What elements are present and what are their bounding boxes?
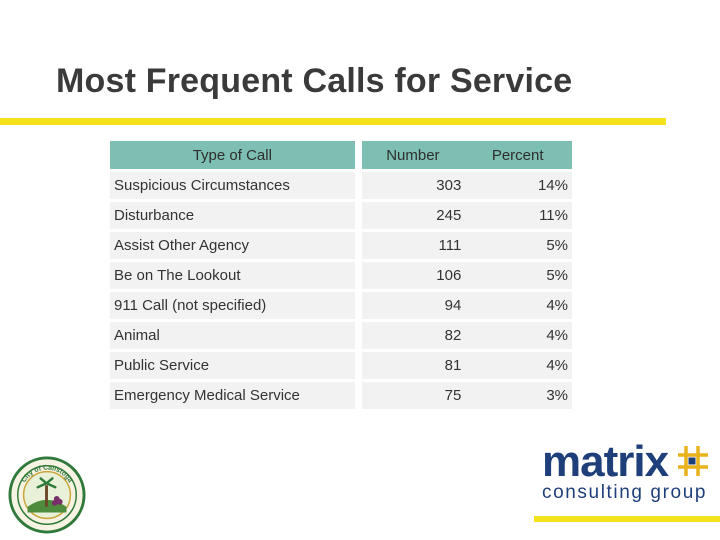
cell-number: 94 bbox=[362, 292, 464, 319]
cell-number: 245 bbox=[362, 202, 464, 229]
cell-number: 81 bbox=[362, 352, 464, 379]
cell-percent: 3% bbox=[463, 382, 572, 409]
cell-percent: 5% bbox=[463, 232, 572, 259]
grid-hash-icon bbox=[678, 446, 708, 476]
cell-type: Disturbance bbox=[110, 202, 355, 229]
table-row: Assist Other Agency 111 5% bbox=[110, 232, 572, 259]
cell-type: Suspicious Circumstances bbox=[110, 172, 355, 199]
table-row: Emergency Medical Service 75 3% bbox=[110, 382, 572, 409]
cell-number: 75 bbox=[362, 382, 464, 409]
cell-percent: 11% bbox=[463, 202, 572, 229]
cell-percent: 14% bbox=[463, 172, 572, 199]
header-type-of-call: Type of Call bbox=[110, 141, 355, 169]
table-row: Suspicious Circumstances 303 14% bbox=[110, 172, 572, 199]
cell-percent: 4% bbox=[463, 322, 572, 349]
matrix-logo: matrix consulting group bbox=[540, 440, 716, 510]
cell-number: 111 bbox=[362, 232, 464, 259]
cell-type: Animal bbox=[110, 322, 355, 349]
cell-number: 106 bbox=[362, 262, 464, 289]
bottom-accent-bar bbox=[534, 516, 720, 522]
cell-percent: 5% bbox=[463, 262, 572, 289]
table-row: Disturbance 245 11% bbox=[110, 202, 572, 229]
logo-wordmark: matrix bbox=[542, 437, 669, 486]
cell-type: Be on The Lookout bbox=[110, 262, 355, 289]
table-row: Be on The Lookout 106 5% bbox=[110, 262, 572, 289]
page-title: Most Frequent Calls for Service bbox=[56, 62, 573, 100]
cell-number: 303 bbox=[362, 172, 464, 199]
cell-percent: 4% bbox=[463, 352, 572, 379]
title-underline-bar bbox=[0, 118, 666, 125]
cell-type: Assist Other Agency bbox=[110, 232, 355, 259]
table-row: Animal 82 4% bbox=[110, 322, 572, 349]
cell-type: Emergency Medical Service bbox=[110, 382, 355, 409]
header-number: Number bbox=[362, 141, 464, 169]
city-seal-icon: City of Calistoga bbox=[8, 456, 86, 534]
cell-type: Public Service bbox=[110, 352, 355, 379]
calls-table: Type of Call Number Percent Suspicious C… bbox=[110, 138, 572, 412]
header-percent: Percent bbox=[463, 141, 572, 169]
cell-number: 82 bbox=[362, 322, 464, 349]
cell-type: 911 Call (not specified) bbox=[110, 292, 355, 319]
table-header-row: Type of Call Number Percent bbox=[110, 141, 572, 169]
logo-subtitle: consulting group bbox=[542, 482, 708, 503]
table-row: 911 Call (not specified) 94 4% bbox=[110, 292, 572, 319]
table-row: Public Service 81 4% bbox=[110, 352, 572, 379]
cell-percent: 4% bbox=[463, 292, 572, 319]
